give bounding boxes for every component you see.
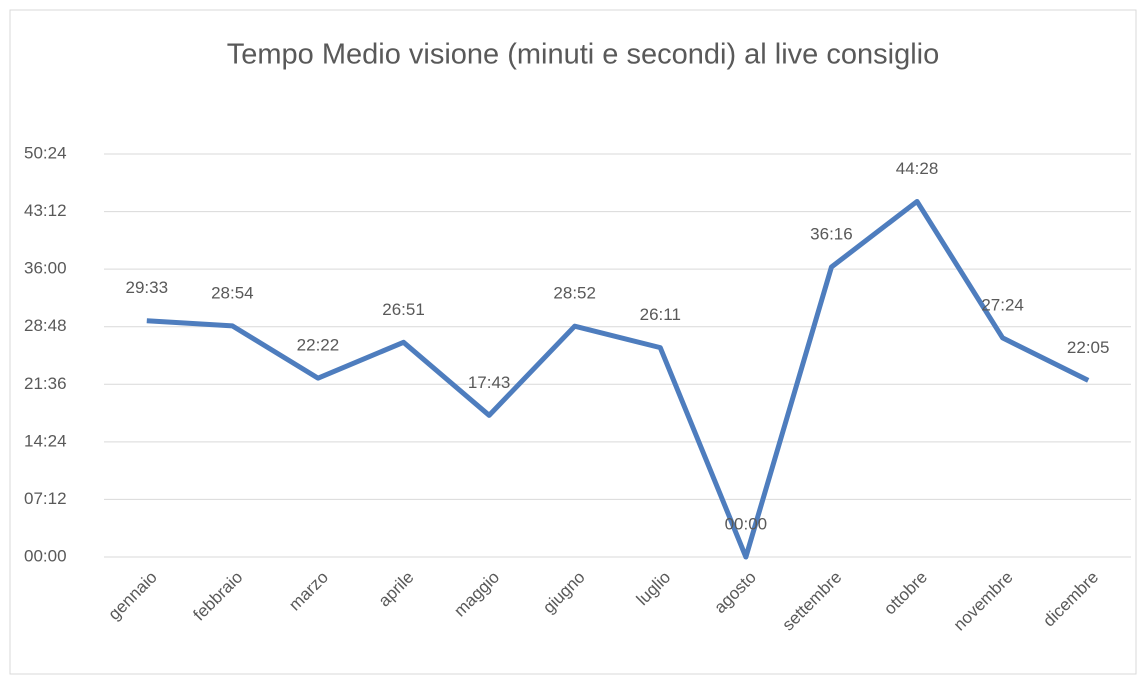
y-tick-label: 07:12 bbox=[24, 489, 67, 508]
y-tick-label: 36:00 bbox=[24, 259, 67, 278]
data-label: 27:24 bbox=[981, 295, 1024, 314]
data-label: 17:43 bbox=[468, 373, 511, 392]
y-tick-label: 14:24 bbox=[24, 431, 67, 450]
data-label: 28:52 bbox=[553, 284, 596, 303]
y-tick-label: 43:12 bbox=[24, 201, 67, 220]
y-tick-label: 50:24 bbox=[24, 143, 67, 162]
data-label: 22:05 bbox=[1067, 338, 1110, 357]
y-tick-label: 28:48 bbox=[24, 316, 67, 335]
data-label: 28:54 bbox=[211, 283, 254, 302]
chart-title: Tempo Medio visione (minuti e secondi) a… bbox=[227, 39, 939, 71]
data-label: 00:00 bbox=[725, 514, 768, 533]
y-tick-label: 21:36 bbox=[24, 374, 67, 393]
data-label: 44:28 bbox=[896, 159, 939, 178]
data-label: 36:16 bbox=[810, 224, 853, 243]
data-label: 22:22 bbox=[297, 336, 340, 355]
y-tick-label: 00:00 bbox=[24, 546, 67, 565]
data-label: 26:11 bbox=[640, 305, 681, 324]
data-line bbox=[146, 198, 1090, 560]
chart-frame bbox=[9, 9, 1137, 675]
data-label: 29:33 bbox=[126, 278, 169, 297]
data-label: 26:51 bbox=[382, 300, 425, 319]
